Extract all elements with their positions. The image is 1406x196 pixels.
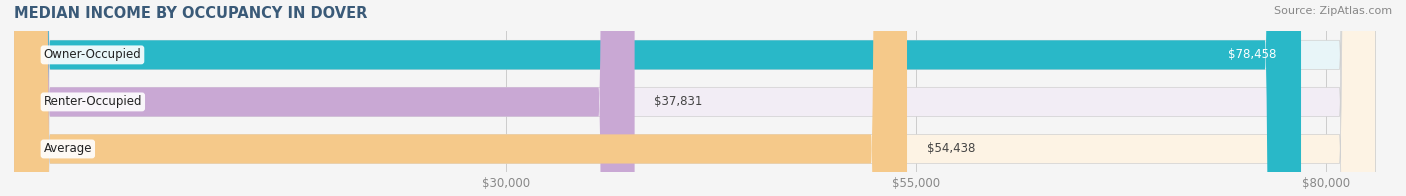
Text: $54,438: $54,438: [927, 142, 976, 155]
Text: $78,458: $78,458: [1227, 48, 1277, 61]
Text: MEDIAN INCOME BY OCCUPANCY IN DOVER: MEDIAN INCOME BY OCCUPANCY IN DOVER: [14, 6, 367, 21]
Text: Source: ZipAtlas.com: Source: ZipAtlas.com: [1274, 6, 1392, 16]
FancyBboxPatch shape: [14, 0, 907, 196]
Text: Renter-Occupied: Renter-Occupied: [44, 95, 142, 108]
Text: Owner-Occupied: Owner-Occupied: [44, 48, 142, 61]
FancyBboxPatch shape: [14, 0, 1301, 196]
FancyBboxPatch shape: [14, 0, 1375, 196]
FancyBboxPatch shape: [14, 0, 634, 196]
FancyBboxPatch shape: [14, 0, 1375, 196]
Text: $37,831: $37,831: [654, 95, 703, 108]
FancyBboxPatch shape: [14, 0, 1375, 196]
Text: Average: Average: [44, 142, 91, 155]
